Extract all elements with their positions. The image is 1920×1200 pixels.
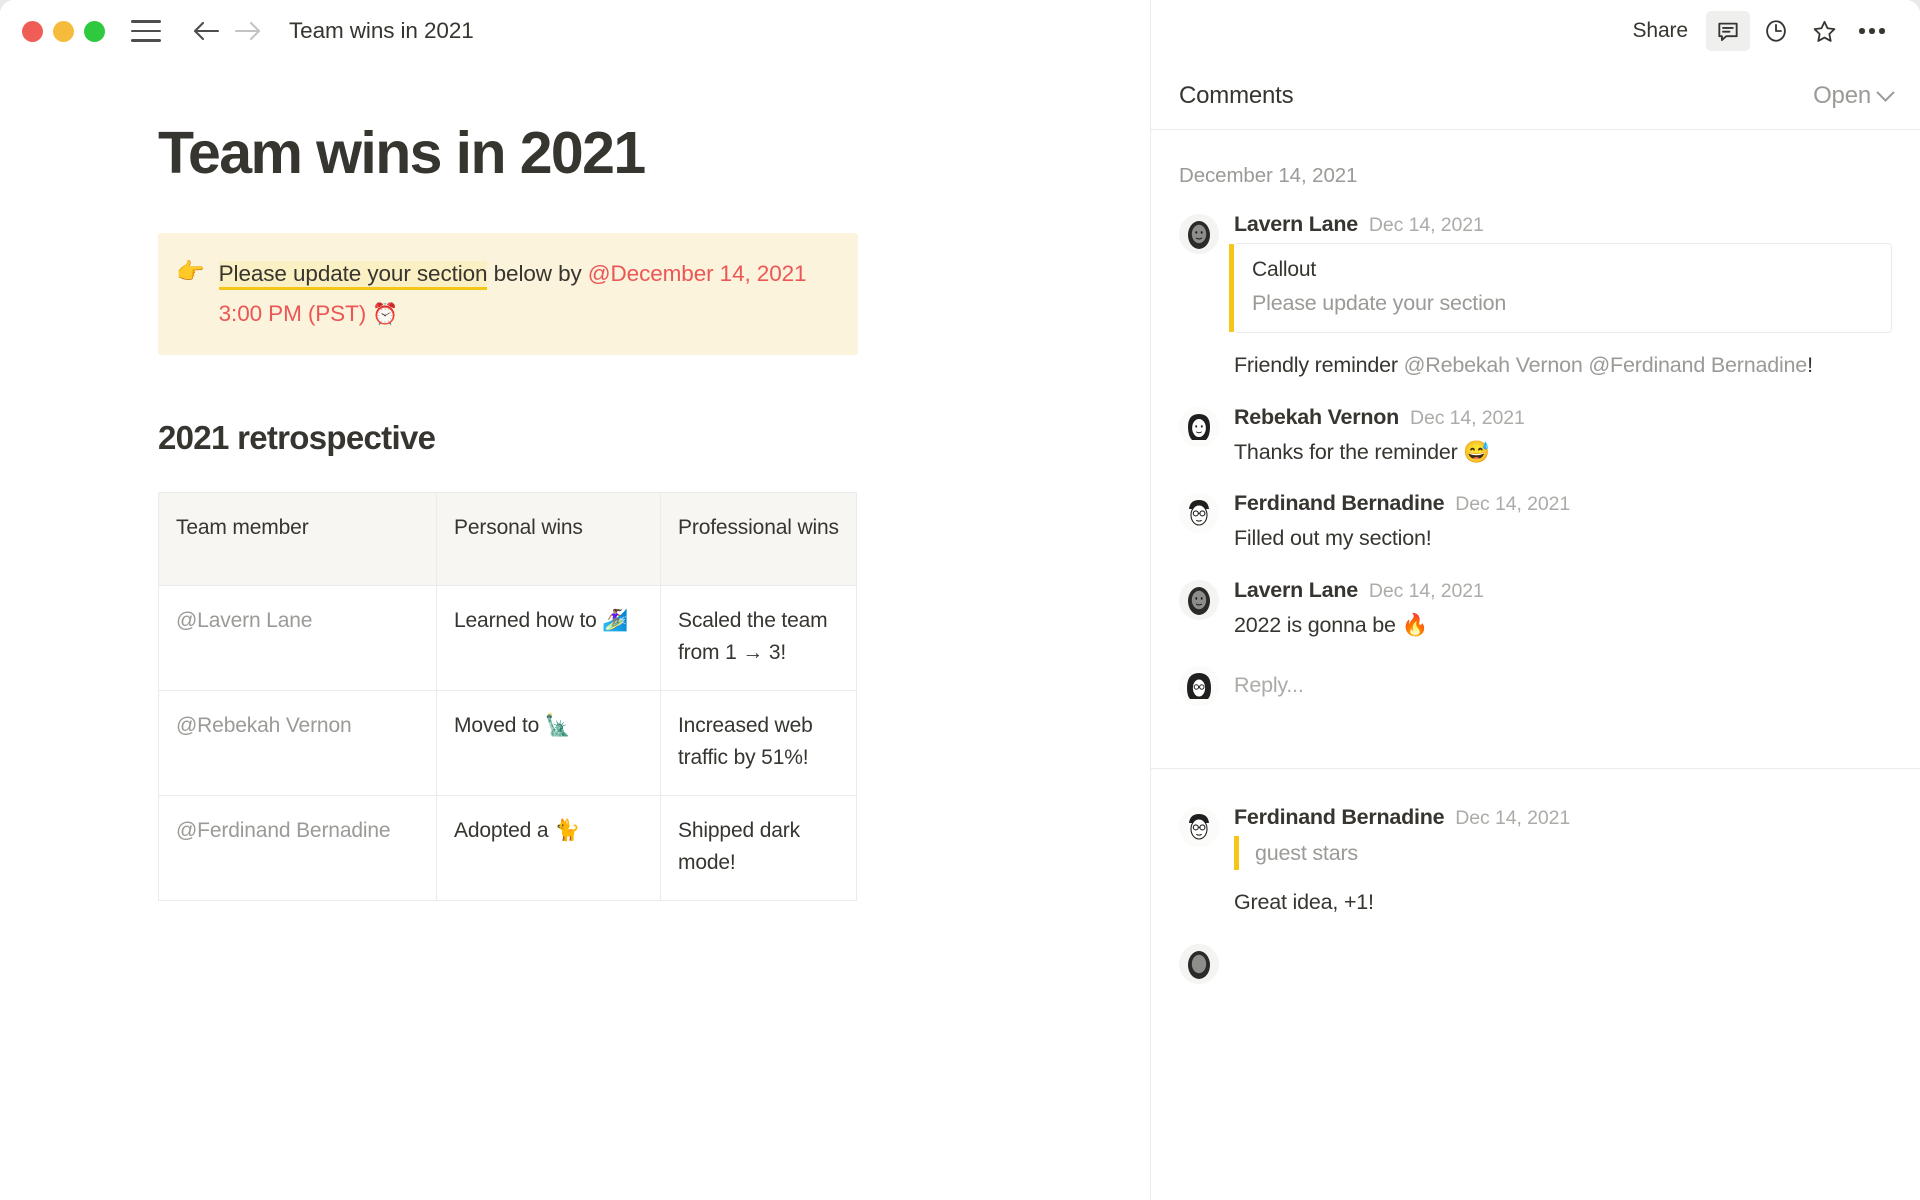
callout-text: Please update your section below by @Dec… bbox=[218, 254, 836, 334]
forward-arrow-icon[interactable] bbox=[231, 14, 265, 48]
callout-middle-text: below by bbox=[487, 261, 588, 287]
comments-pane: Share bbox=[1150, 0, 1920, 1200]
history-clock-icon[interactable] bbox=[1754, 11, 1798, 51]
comment-author: Lavern Lane bbox=[1234, 212, 1358, 236]
avatar[interactable] bbox=[1179, 214, 1219, 254]
table-row: @Lavern Lane Learned how to 🏄🏽‍♀️ Scaled… bbox=[158, 584, 857, 691]
chevron-down-icon bbox=[1876, 83, 1895, 102]
comment-item: Rebekah Vernon Dec 14, 2021 Thanks for t… bbox=[1179, 405, 1892, 470]
quoted-block-text: Please update your section bbox=[1252, 291, 1507, 315]
quoted-block-title: Callout bbox=[1252, 258, 1316, 281]
comment-item: Ferdinand Bernadine Dec 14, 2021 Filled … bbox=[1179, 491, 1892, 556]
cell-team-member[interactable]: @Ferdinand Bernadine bbox=[158, 794, 437, 901]
comment-author: Ferdinand Bernadine bbox=[1234, 491, 1445, 516]
cell-team-member[interactable]: @Lavern Lane bbox=[158, 584, 437, 691]
reply-input[interactable]: Reply... bbox=[1234, 672, 1304, 697]
member-mention[interactable]: @Rebekah Vernon bbox=[176, 713, 352, 737]
column-header-professional-wins: Professional wins bbox=[660, 491, 857, 586]
pointing-right-icon: 👉 bbox=[176, 258, 205, 285]
callout-block: 👉 Please update your section below by @D… bbox=[158, 233, 858, 355]
comment-timestamp: Dec 14, 2021 bbox=[1368, 214, 1484, 236]
comment-item: Lavern Lane Dec 14, 2021 Callout Please … bbox=[1179, 212, 1892, 383]
comment-timestamp: Dec 14, 2021 bbox=[1455, 807, 1571, 830]
comments-header: Comments Open bbox=[1151, 62, 1920, 130]
comment-text-segment: ! bbox=[1807, 353, 1813, 377]
cell-personal-wins[interactable]: Learned how to 🏄🏽‍♀️ bbox=[436, 584, 661, 691]
comment-body: 2022 is gonna be 🔥 bbox=[1234, 612, 1429, 637]
cell-professional-wins[interactable]: Scaled the team from 1 → 3! bbox=[660, 584, 857, 691]
reply-row[interactable]: Reply... bbox=[1179, 664, 1892, 740]
comments-filter-value: Open bbox=[1813, 81, 1871, 109]
avatar[interactable] bbox=[1179, 406, 1219, 447]
cell-professional-wins[interactable]: Shipped dark mode! bbox=[660, 794, 857, 901]
comment-thread: Ferdinand Bernadine Dec 14, 2021 guest s… bbox=[1151, 768, 1920, 984]
comment-author: Ferdinand Bernadine bbox=[1234, 805, 1445, 830]
table-header-row: Team member Personal wins Professional w… bbox=[158, 491, 857, 586]
ellipsis-dots bbox=[1859, 28, 1885, 34]
comments-filter-dropdown[interactable]: Open bbox=[1813, 81, 1895, 110]
comments-scroll-area[interactable]: December 14, 2021 bbox=[1151, 130, 1920, 1200]
cell-team-member[interactable]: @Rebekah Vernon bbox=[158, 689, 437, 796]
avatar[interactable] bbox=[1179, 943, 1219, 984]
document-body: Team wins in 2021 👉 Please update your s… bbox=[0, 62, 1150, 901]
window-titlebar: Team wins in 2021 bbox=[0, 0, 1150, 62]
date-mention[interactable]: @December 14, 2021 3:00 PM (PST) bbox=[218, 261, 807, 326]
member-mention[interactable]: @Ferdinand Bernadine bbox=[176, 818, 391, 842]
cell-personal-wins[interactable]: Moved to 🗽 bbox=[436, 689, 661, 796]
retrospective-table: Team member Personal wins Professional w… bbox=[158, 491, 857, 901]
comment-body: Thanks for the reminder 😅 bbox=[1234, 439, 1490, 464]
page-title: Team wins in 2021 bbox=[158, 120, 646, 186]
cell-personal-wins[interactable]: Adopted a 🐈 bbox=[436, 794, 661, 901]
comment-timestamp: Dec 14, 2021 bbox=[1368, 579, 1484, 602]
comments-day-label: December 14, 2021 bbox=[1179, 164, 1358, 187]
star-icon[interactable] bbox=[1802, 11, 1846, 51]
comment-thread: Lavern Lane Dec 14, 2021 Callout Please … bbox=[1151, 212, 1920, 740]
cell-professional-wins[interactable]: Increased web traffic by 51%! bbox=[660, 689, 857, 796]
back-arrow-icon[interactable] bbox=[189, 14, 223, 48]
traffic-lights bbox=[22, 20, 105, 42]
comments-title: Comments bbox=[1179, 81, 1294, 109]
breadcrumb[interactable]: Team wins in 2021 bbox=[289, 18, 474, 43]
avatar[interactable] bbox=[1179, 493, 1219, 534]
table-row: @Rebekah Vernon Moved to 🗽 Increased web… bbox=[158, 689, 857, 796]
table-row: @Ferdinand Bernadine Adopted a 🐈 Shipped… bbox=[158, 794, 857, 901]
comment-anchor-highlight[interactable]: Please update your section bbox=[218, 261, 488, 291]
column-header-team-member: Team member bbox=[158, 491, 437, 586]
comment-author: Rebekah Vernon bbox=[1234, 404, 1399, 429]
share-button[interactable]: Share bbox=[1632, 19, 1688, 42]
maximize-window-button[interactable] bbox=[84, 20, 105, 42]
column-header-personal-wins: Personal wins bbox=[436, 491, 661, 586]
more-options-icon[interactable] bbox=[1850, 11, 1894, 51]
document-toolbar: Share bbox=[1151, 0, 1920, 62]
sidebar-toggle-icon[interactable] bbox=[131, 20, 161, 42]
avatar[interactable] bbox=[1179, 579, 1219, 620]
minimize-window-button[interactable] bbox=[53, 20, 74, 42]
comment-item: Lavern Lane Dec 14, 2021 2022 is gonna b… bbox=[1179, 578, 1892, 643]
avatar[interactable] bbox=[1179, 666, 1219, 707]
section-heading: 2021 retrospective bbox=[158, 418, 436, 456]
comment-timestamp: Dec 14, 2021 bbox=[1455, 493, 1571, 516]
alarm-clock-icon: ⏰ bbox=[372, 302, 399, 326]
quoted-block-card[interactable]: Callout Please update your section bbox=[1229, 243, 1892, 333]
avatar[interactable] bbox=[1179, 807, 1219, 848]
quoted-block-text: guest stars bbox=[1255, 841, 1358, 866]
comment-item-partial bbox=[1179, 942, 1892, 984]
close-window-button[interactable] bbox=[22, 20, 43, 42]
comment-author: Lavern Lane bbox=[1234, 577, 1358, 602]
comment-mention[interactable]: @Rebekah Vernon @Ferdinand Bernadine bbox=[1403, 353, 1808, 377]
comment-body: Friendly reminder @Rebekah Vernon @Ferdi… bbox=[1234, 349, 1892, 383]
comment-timestamp: Dec 14, 2021 bbox=[1409, 406, 1525, 429]
member-mention[interactable]: @Lavern Lane bbox=[176, 608, 313, 632]
comment-body: Great idea, +1! bbox=[1234, 890, 1374, 915]
comment-item: Ferdinand Bernadine Dec 14, 2021 guest s… bbox=[1179, 805, 1892, 920]
comment-body: Filled out my section! bbox=[1234, 526, 1432, 551]
comment-text-segment: Friendly reminder bbox=[1234, 353, 1404, 377]
comment-icon[interactable] bbox=[1706, 11, 1750, 51]
document-pane: Team wins in 2021 Team wins in 2021 👉 Pl… bbox=[0, 0, 1150, 901]
quoted-block-bar[interactable]: guest stars bbox=[1234, 836, 1892, 871]
